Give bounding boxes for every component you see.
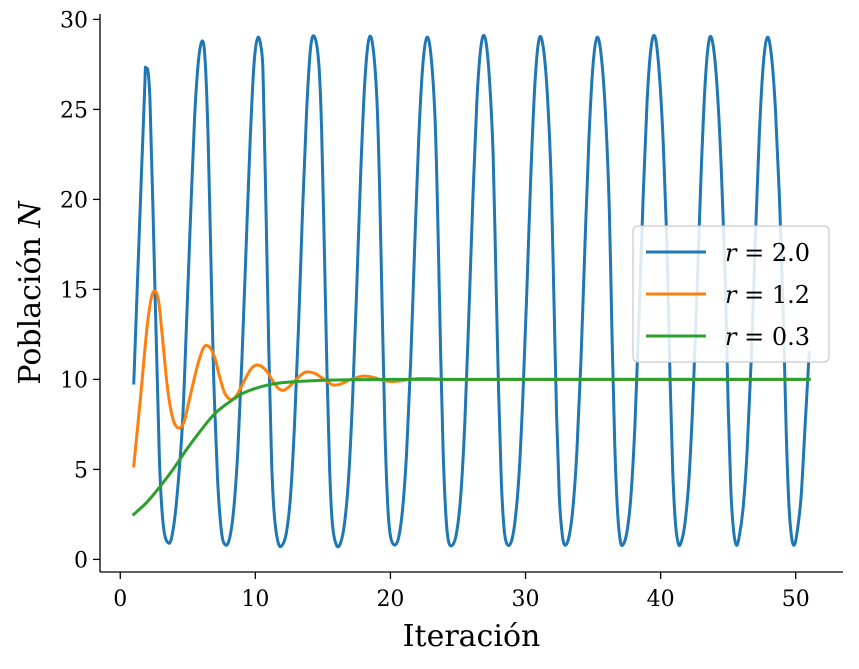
x-tick-label: 50 bbox=[782, 587, 810, 612]
x-tick-label: 40 bbox=[647, 587, 675, 612]
y-tick-label: 30 bbox=[60, 8, 88, 33]
y-axis-title: Población N bbox=[13, 200, 48, 385]
y-tick-label: 5 bbox=[74, 458, 88, 483]
x-tick-label: 30 bbox=[512, 587, 540, 612]
x-axis-title: Iteración bbox=[403, 619, 541, 654]
x-tick-label: 0 bbox=[113, 587, 127, 612]
legend-label-0: r = 2.0 bbox=[725, 239, 810, 267]
axes bbox=[99, 14, 843, 573]
y-tick-label: 15 bbox=[60, 278, 88, 303]
legend: r = 2.0 r = 1.2 r = 0.3 bbox=[632, 225, 830, 363]
ticks: 0 10 20 30 40 50 0 5 10 15 20 25 30 bbox=[60, 8, 810, 612]
legend-label-2: r = 0.3 bbox=[725, 323, 810, 351]
x-tick-label: 20 bbox=[376, 587, 404, 612]
y-tick-label: 0 bbox=[74, 548, 88, 573]
y-tick-label: 20 bbox=[60, 188, 88, 213]
legend-box bbox=[632, 225, 830, 363]
y-tick-label: 25 bbox=[60, 98, 88, 123]
series-line-2 bbox=[131, 377, 811, 517]
legend-label-1: r = 1.2 bbox=[725, 281, 810, 309]
x-tick-label: 10 bbox=[241, 587, 269, 612]
y-tick-label: 10 bbox=[60, 368, 88, 393]
